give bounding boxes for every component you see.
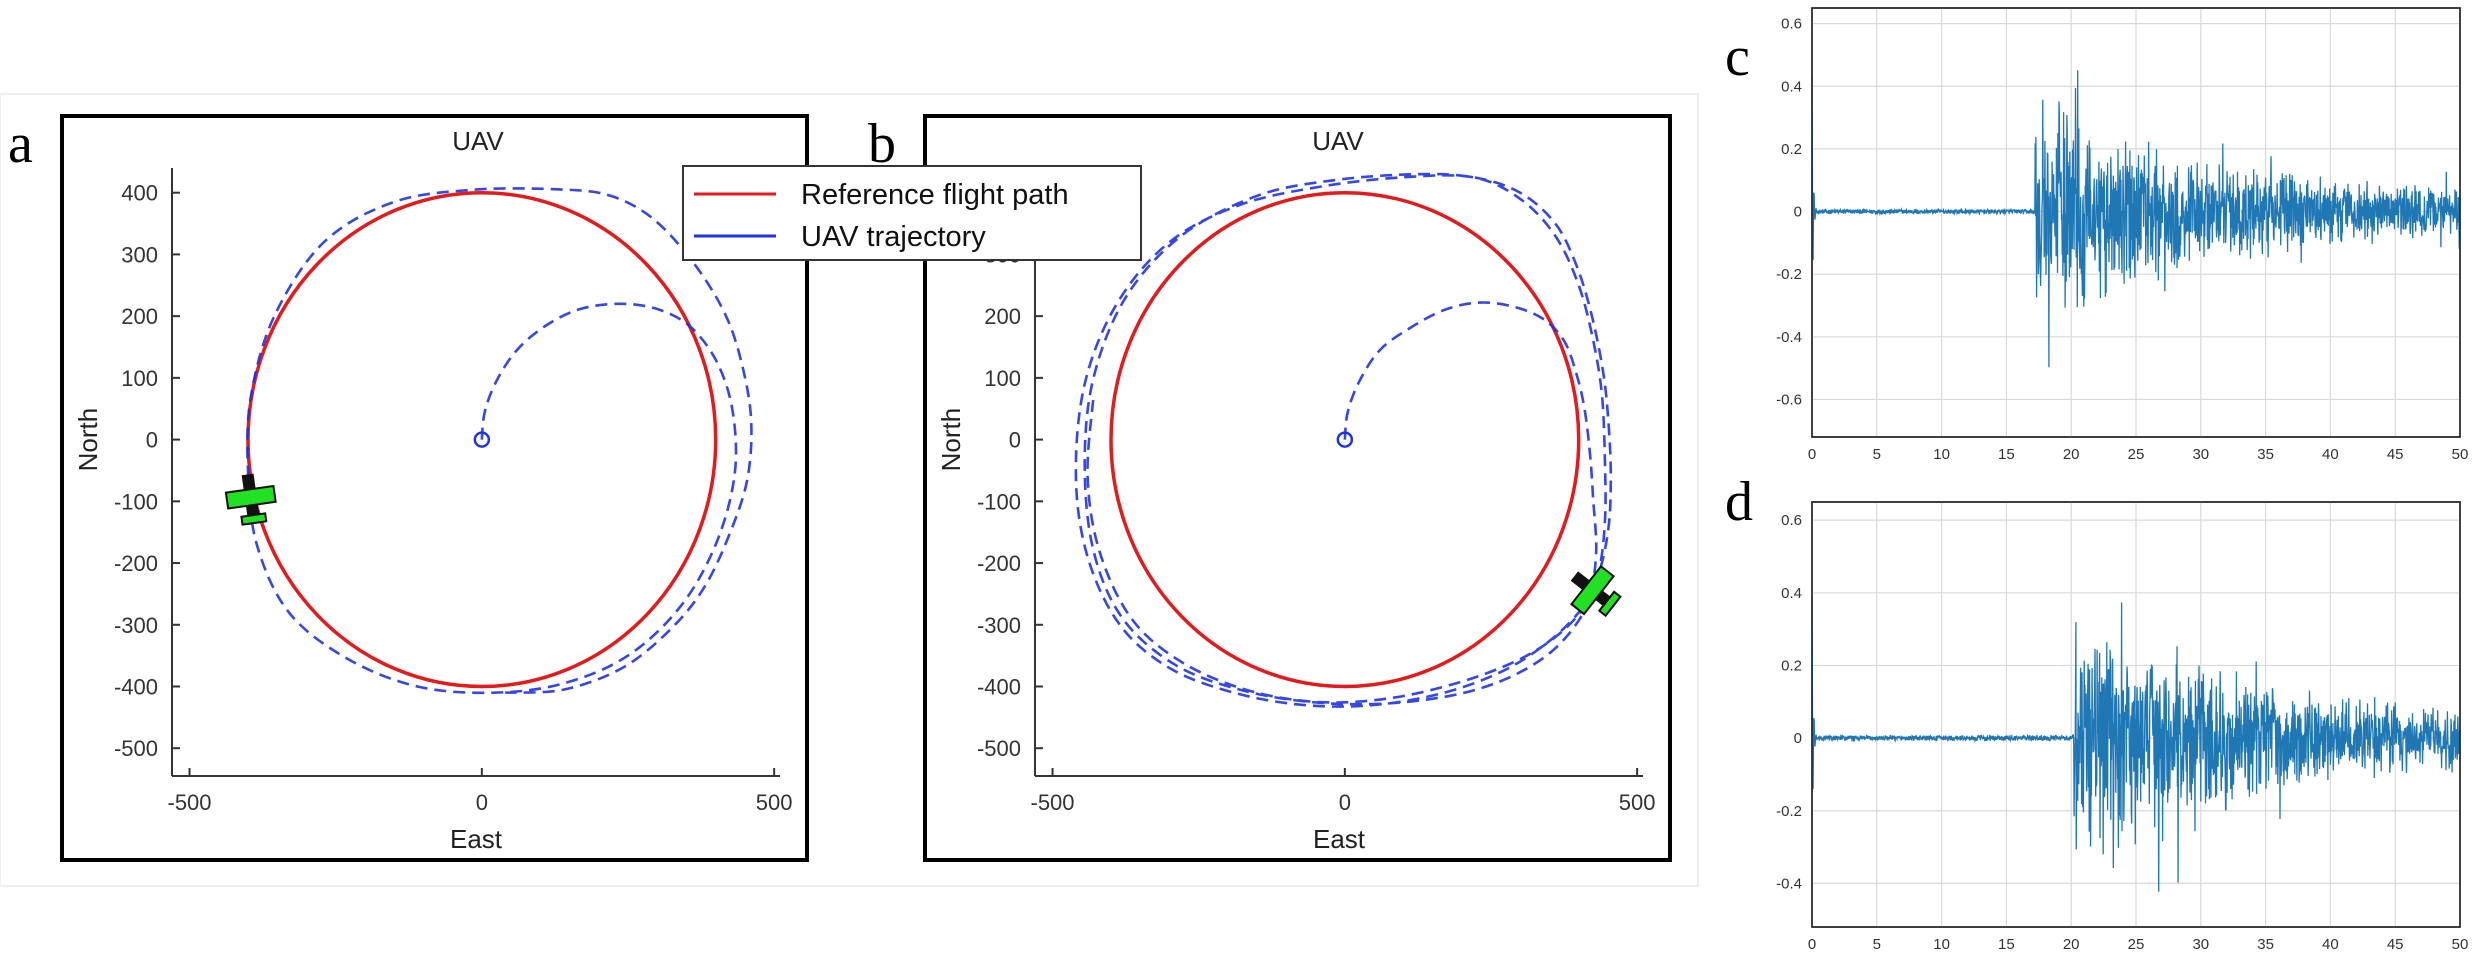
panel-d-xtick-label: 35 — [2257, 936, 2274, 953]
panel-a-ytick-label: 100 — [121, 366, 158, 391]
panel-b-ytick-label: 100 — [984, 366, 1021, 391]
panel-d-plot-frame — [1811, 501, 2461, 928]
legend: Reference flight path UAV trajectory — [682, 165, 1142, 261]
panel-c-plot-frame — [1811, 7, 2461, 438]
panel-a-ytick-label: -100 — [114, 489, 158, 514]
panel-a-ytick-label: 0 — [146, 428, 158, 453]
panel-a-start-marker — [473, 431, 491, 448]
panel-d-ytick-label: -0.4 — [1776, 875, 1802, 892]
panel-b-xtick-label: 500 — [1619, 790, 1656, 815]
panel-a-title: UAV — [452, 126, 504, 156]
legend-trajectory-label: UAV trajectory — [801, 221, 986, 253]
panel-c-xtick-label: 35 — [2257, 446, 2274, 463]
panel-c-ytick-label: 0.2 — [1781, 141, 1802, 158]
panel-c-xtick-label: 45 — [2387, 446, 2404, 463]
panel-d-xtick-label: 15 — [1998, 936, 2015, 953]
panel-b-axes: 3002001000-100-200-300-400-500-5000500Ea… — [936, 168, 1656, 854]
panel-c-axes: 0 5 10 15 20 25 30 35 40 45 50 0.6 0.4 0.2 0 -0.2 -0.4 -0… — [1776, 7, 2469, 463]
panel-b-ytick-label: 200 — [984, 304, 1021, 329]
panel-a-ylabel: North — [73, 408, 103, 472]
panel-b-ytick-label: -100 — [977, 489, 1021, 514]
panel-d-xtick-label: 20 — [2063, 936, 2080, 953]
panel-c-ytick-label: 0.4 — [1781, 78, 1802, 95]
panel-c-xtick-label: 25 — [2128, 446, 2145, 463]
panel-b-uav-trajectory — [1074, 172, 1613, 708]
panel-d-ytick-label: 0 — [1794, 730, 1802, 747]
panel-d-axes: 0 5 10 15 20 25 30 35 40 45 50 0.6 0.4 0.2 0 -0.2 -0.4 — [1776, 501, 2469, 953]
panel-b-ytick-label: -200 — [977, 551, 1021, 576]
panel-c-xtick-label: 20 — [2063, 446, 2080, 463]
panel-a-uav-trajectory — [246, 187, 753, 695]
panel-a-ytick-label: -200 — [114, 551, 158, 576]
panel-c-xtick-label: 5 — [1873, 446, 1881, 463]
panel-c: c 0 5 10 15 20 25 30 35 40 45 50 0.6 0.4 0.2 0 -0.2 -0.4… — [1725, 7, 2469, 463]
panel-c-ytick-label: 0 — [1794, 204, 1802, 221]
panel-b-xtick-label: 0 — [1339, 790, 1351, 815]
panel-c-ytick-label: -0.4 — [1776, 329, 1802, 346]
panel-d-signal-line — [1811, 596, 2461, 892]
panel-a-axes: 400 300 200 100 0 -100 -200 -300 -400 -500 -500 0 50… — [73, 168, 793, 854]
panel-d-xtick-label: 10 — [1933, 936, 1950, 953]
panel-b-aircraft-tail — [1597, 590, 1622, 618]
panel-c-xtick-label: 30 — [2192, 446, 2209, 463]
panel-b-aircraft-icon — [1570, 564, 1622, 618]
panel-c-xtick-label: 10 — [1933, 446, 1950, 463]
panel-b-ytick-label: -300 — [977, 613, 1021, 638]
panel-b-aircraft-wing — [1570, 564, 1616, 616]
panel-c-xtick-label: 0 — [1808, 446, 1816, 463]
panel-a-xlabel: East — [450, 824, 503, 854]
panel-b-xlabel: East — [1313, 824, 1366, 854]
figure-border — [0, 93, 1699, 887]
panel-d-ytick-label: 0.6 — [1781, 512, 1802, 529]
panel-a-reference-path — [246, 190, 718, 689]
panel-d-xtick-label: 40 — [2322, 936, 2339, 953]
panel-b-start-marker — [1336, 431, 1354, 448]
panel-b-xtick-label: -500 — [1031, 790, 1075, 815]
panel-d-xtick-label: 25 — [2128, 936, 2145, 953]
panel-d: d 0 5 10 15 20 25 30 35 40 45 50 0.6 0.4 0.2 0 -0.2 -0.4 — [1725, 471, 2468, 953]
panel-c-signal-line — [1811, 70, 2461, 368]
panel-b-reference-path — [1109, 190, 1581, 689]
panel-b-ytick-label: -500 — [977, 736, 1021, 761]
panel-b-ytick-label: -400 — [977, 674, 1021, 699]
panel-a-ytick-label: 200 — [121, 304, 158, 329]
panel-c-ytick-label: -0.6 — [1776, 391, 1802, 408]
panel-a-aircraft-icon — [224, 473, 277, 526]
panel-a-letter: a — [8, 113, 33, 175]
panel-c-ytick-label: -0.2 — [1776, 266, 1802, 283]
panel-a-xtick-label: 0 — [476, 790, 488, 815]
panel-a-ytick-label: 400 — [121, 181, 158, 206]
panel-c-ytick-label: 0.6 — [1781, 16, 1802, 33]
panel-b-letter: b — [868, 113, 896, 175]
panel-b-ylabel: North — [936, 408, 966, 472]
panel-d-xtick-label: 5 — [1873, 936, 1881, 953]
panel-a-ytick-label: -400 — [114, 674, 158, 699]
panel-b-ytick-label: 0 — [1009, 428, 1021, 453]
panel-d-xtick-label: 30 — [2192, 936, 2209, 953]
panel-b-title: UAV — [1312, 126, 1364, 156]
panel-a-ytick-label: 300 — [121, 242, 158, 267]
panel-c-xtick-label: 40 — [2322, 446, 2339, 463]
panel-d-letter: d — [1725, 471, 1753, 533]
panel-a-aircraft-wing — [224, 484, 277, 510]
panel-d-ytick-label: 0.2 — [1781, 657, 1802, 674]
legend-reference-label: Reference flight path — [801, 179, 1069, 211]
panel-c-xtick-label: 50 — [2452, 446, 2469, 463]
legend-box — [682, 165, 1142, 261]
panel-a-xtick-label: 500 — [756, 790, 793, 815]
panel-a-xtick-label: -500 — [168, 790, 212, 815]
panel-a-aircraft-tail — [240, 512, 268, 526]
panel-d-xtick-label: 45 — [2387, 936, 2404, 953]
panel-d-xtick-label: 0 — [1808, 936, 1816, 953]
panel-c-xtick-label: 15 — [1998, 446, 2015, 463]
panel-a-ytick-label: -300 — [114, 613, 158, 638]
panel-a-ytick-label: -500 — [114, 736, 158, 761]
panel-d-ytick-label: -0.2 — [1776, 803, 1802, 820]
panel-d-xtick-label: 50 — [2452, 936, 2469, 953]
panel-d-ytick-label: 0.4 — [1781, 585, 1802, 602]
panel-c-letter: c — [1725, 26, 1750, 88]
